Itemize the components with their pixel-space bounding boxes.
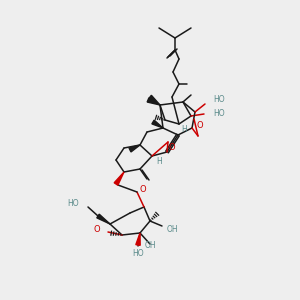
Text: O: O xyxy=(197,122,203,130)
Text: OH: OH xyxy=(166,224,178,233)
Text: O: O xyxy=(94,226,100,235)
Polygon shape xyxy=(147,98,160,105)
Polygon shape xyxy=(136,233,140,245)
Text: HO: HO xyxy=(213,110,225,118)
Polygon shape xyxy=(97,214,110,224)
Polygon shape xyxy=(129,145,140,152)
Text: HO: HO xyxy=(213,94,225,103)
Polygon shape xyxy=(152,120,163,128)
Polygon shape xyxy=(148,95,160,105)
Polygon shape xyxy=(114,172,124,185)
Text: OH: OH xyxy=(144,242,156,250)
Text: HO: HO xyxy=(132,248,144,257)
Text: H: H xyxy=(156,157,162,166)
Text: O: O xyxy=(140,185,146,194)
Text: H: H xyxy=(181,124,187,134)
Text: O: O xyxy=(169,142,175,152)
Text: HO: HO xyxy=(68,200,79,208)
